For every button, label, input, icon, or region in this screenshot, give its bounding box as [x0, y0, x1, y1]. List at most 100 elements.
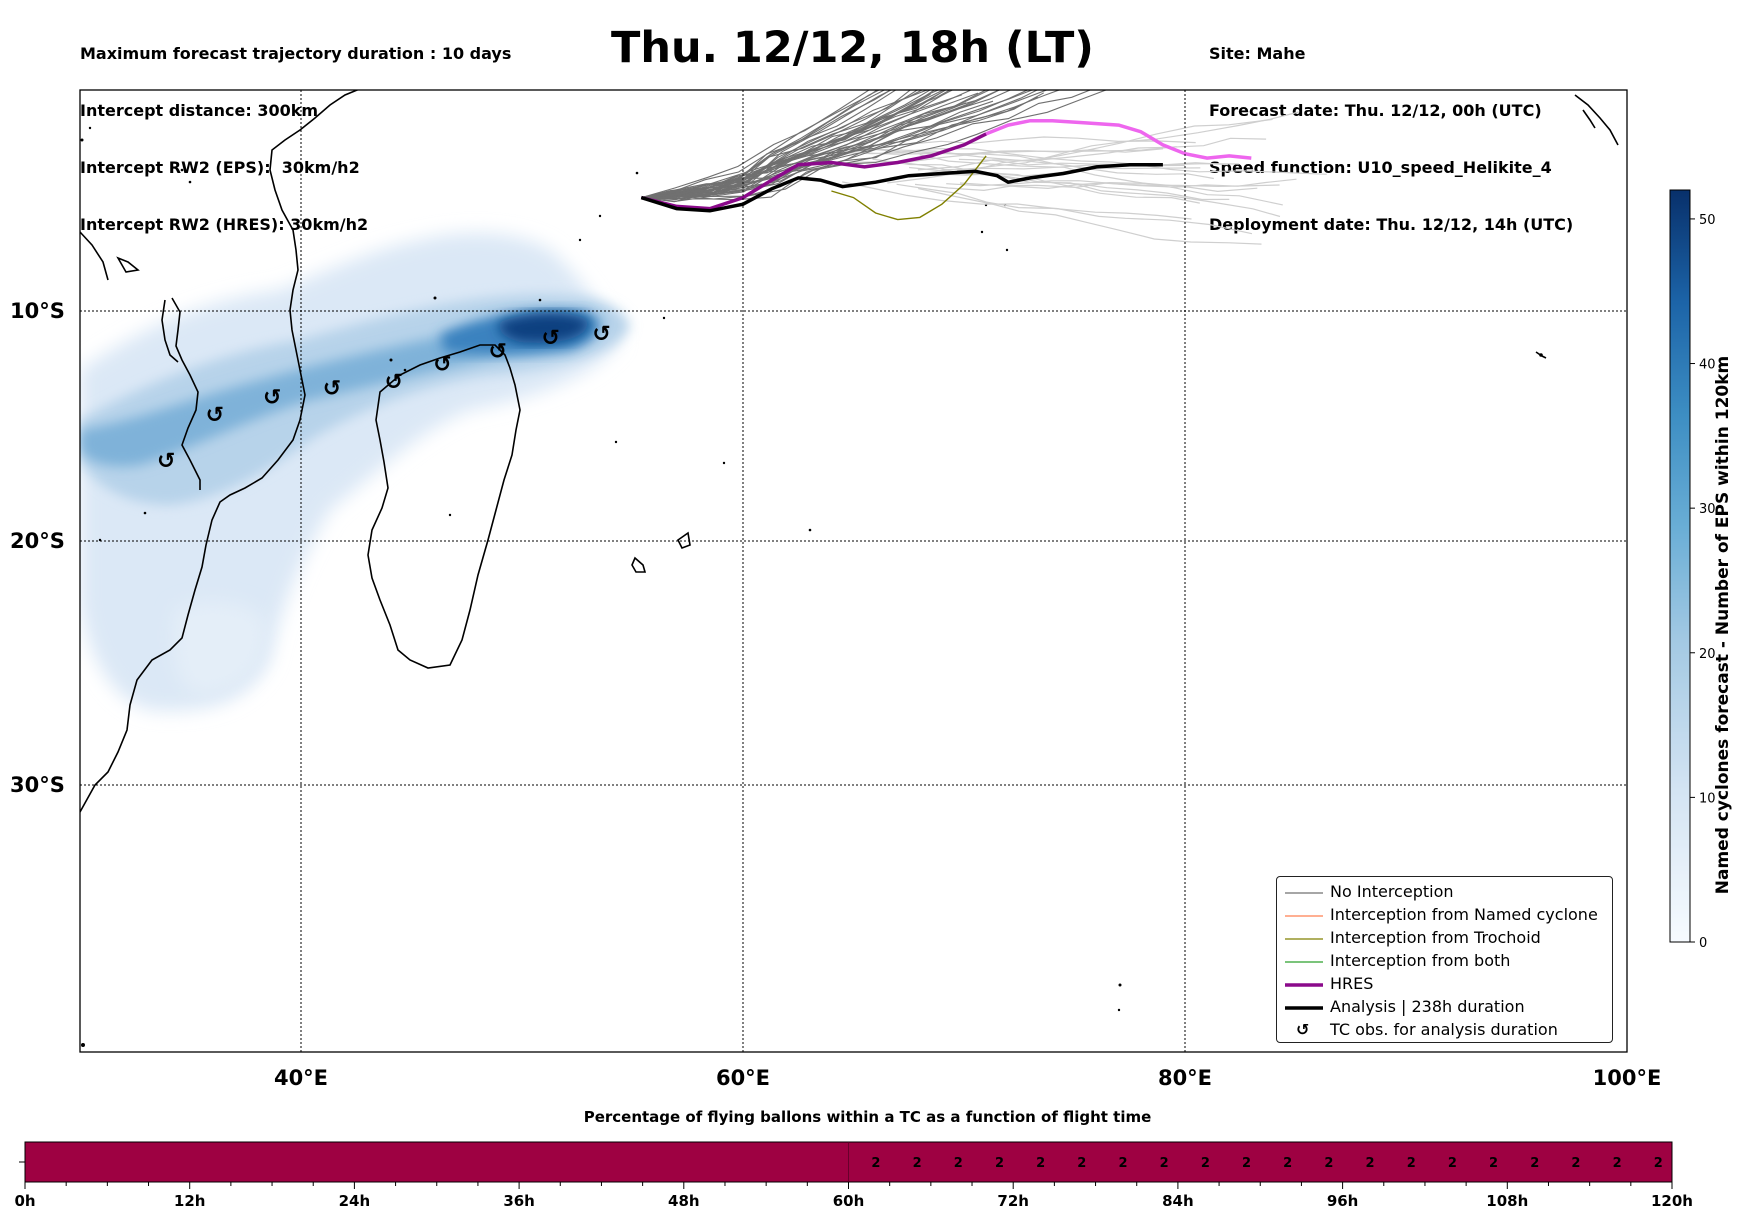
ensemble-track-light — [918, 187, 1262, 245]
colorbar-tick-label: 0 — [1699, 936, 1707, 951]
legend-swatch-no-interception — [1285, 892, 1323, 894]
flight-time-value: 2 — [954, 1156, 963, 1171]
flight-time-tick-label: 96h — [1327, 1192, 1359, 1210]
trajectory-map: ↺↺↺↺↺↺↺↺↺ 10°S 20°S 30°S 40°E 60°E 80°E … — [10, 89, 1716, 1090]
ensemble-track-no-interception — [641, 90, 1001, 199]
flight-time-value: 2 — [1530, 1156, 1539, 1171]
flight-time-value: 2 — [1283, 1156, 1292, 1171]
site-info: Site: Mahe Forecast date: Thu. 12/12, 00… — [1209, 6, 1573, 253]
legend-swatch-hres — [1285, 983, 1323, 987]
legend-item-no-interception: No Interception — [1277, 881, 1612, 904]
flight-time-tick-label: 24h — [339, 1192, 371, 1210]
lat-label-20s: 20°S — [10, 529, 65, 553]
cyclone-icon: ↺ — [323, 377, 341, 402]
ensemble-track-no-interception — [641, 90, 1029, 200]
legend-item-analysis: Analysis | 238h duration — [1277, 996, 1612, 1019]
no-interception-tracks — [641, 90, 1108, 203]
legend-label-both: Interception from both — [1330, 951, 1511, 970]
flight-time-tick-label: 48h — [668, 1192, 700, 1210]
flight-time-tick-label: 12h — [174, 1192, 206, 1210]
hres-track — [640, 132, 987, 211]
lon-label-40e: 40°E — [274, 1066, 328, 1090]
ensemble-track-no-interception — [641, 90, 945, 199]
deployment-date: Deployment date: Thu. 12/12, 14h (UTC) — [1209, 215, 1574, 234]
coastlines — [80, 90, 1619, 813]
legend: No Interception Interception from Named … — [1276, 876, 1613, 1043]
legend-swatch-analysis — [1285, 1006, 1323, 1010]
ensemble-track-light — [914, 181, 1258, 193]
ensemble-track-no-interception — [641, 90, 870, 199]
flight-time-value: 2 — [1036, 1156, 1045, 1171]
ensemble-track-no-interception — [641, 90, 988, 199]
legend-swatch-both — [1285, 961, 1323, 963]
ensemble-track-light — [919, 154, 1283, 206]
legend-label-trochoid: Interception from Trochoid — [1330, 928, 1541, 947]
param-intercept-rw2-eps: Intercept RW2 (EPS): 30km/h2 — [80, 158, 360, 177]
flight-time-tick-label: 108h — [1486, 1192, 1528, 1210]
colorbar-tick-label: 40 — [1699, 358, 1716, 373]
legend-swatch-named-cyclone — [1285, 915, 1323, 917]
flight-time-values: 2 2 2 2 2 2 2 2 2 2 2 2 2 2 2 2 2 2 2 2 — [848, 1142, 1663, 1182]
cyclone-icon: ↺ — [206, 403, 224, 428]
ensemble-track-light — [896, 183, 1253, 235]
run-parameters: Maximum forecast trajectory duration : 1… — [80, 6, 511, 253]
forecast-date: Forecast date: Thu. 12/12, 00h (UTC) — [1209, 101, 1542, 120]
cyclone-icon: ↺ — [592, 322, 610, 347]
cyclone-icon: ↺ — [263, 385, 281, 410]
trochoid-interception-track — [831, 155, 987, 221]
lon-label-60e: 60°E — [716, 1066, 770, 1090]
flight-time-value: 2 — [1366, 1156, 1375, 1171]
legend-item-hres: HRES — [1277, 973, 1612, 996]
flight-time-tick-label: 36h — [503, 1192, 535, 1210]
ensemble-track-light — [959, 178, 1297, 189]
flight-time-value: 2 — [1407, 1156, 1416, 1171]
param-max-duration: Maximum forecast trajectory duration : 1… — [80, 44, 512, 63]
site-name: Site: Mahe — [1209, 44, 1306, 63]
lat-label-10s: 10°S — [10, 299, 65, 323]
cyclone-icon: ↺ — [157, 449, 175, 474]
ensemble-track-light — [832, 151, 1201, 170]
tc-observations: ↺ ↺ ↺ ↺ ↺ ↺ ↺ ↺ ↺ — [157, 322, 611, 474]
page-title: Thu. 12/12, 18h (LT) — [611, 23, 1094, 73]
legend-item-tc-obs: ↺ TC obs. for analysis duration — [1277, 1019, 1612, 1042]
ensemble-track-no-interception — [641, 90, 892, 201]
ensemble-track-no-interception — [641, 90, 973, 199]
flight-time-tick-label: 120h — [1651, 1192, 1693, 1210]
flight-time-tick-label: 60h — [833, 1192, 865, 1210]
legend-label-tc-obs: TC obs. for analysis duration — [1330, 1020, 1558, 1039]
legend-item-trochoid: Interception from Trochoid — [1277, 927, 1612, 950]
late-ensemble-tracks — [832, 111, 1327, 245]
gridlines — [80, 90, 1627, 1052]
flight-time-bar: 2 2 2 2 2 2 2 2 2 2 2 2 2 2 2 2 2 2 2 2 0h 12h 24h 36h 48h 60h 72… — [14, 1141, 1693, 1210]
flight-time-tick-label: 0h — [14, 1192, 35, 1210]
flight-time-value: 2 — [1571, 1156, 1580, 1171]
colorbar-label-text: Named cyclones forecast - Number of EPS … — [1713, 356, 1733, 895]
ensemble-track-light — [842, 181, 1192, 220]
colorbar-tick-label: 30 — [1699, 502, 1716, 517]
colorbar-tick-label: 20 — [1699, 647, 1716, 662]
param-intercept-distance: Intercept distance: 300km — [80, 101, 319, 120]
flight-time-value: 2 — [1242, 1156, 1251, 1171]
cyclone-icon: ↺ — [433, 353, 451, 378]
ensemble-track-no-interception — [641, 90, 1039, 200]
flight-time-tick-label: 84h — [1162, 1192, 1194, 1210]
colorbar-tick-label: 10 — [1699, 791, 1716, 806]
ensemble-track-light — [946, 180, 1280, 188]
colorbar-tick-label: 50 — [1699, 213, 1716, 228]
legend-label-named-cyclone: Interception from Named cyclone — [1330, 905, 1598, 924]
lon-label-80e: 80°E — [1158, 1066, 1212, 1090]
cyclone-density-field — [80, 233, 630, 711]
map-frame — [79, 89, 1628, 1053]
cyclone-icon: ↺ — [385, 370, 403, 395]
legend-item-named-cyclone: Interception from Named cyclone — [1277, 904, 1612, 927]
flight-time-value: 2 — [1160, 1156, 1169, 1171]
legend-label-no-interception: No Interception — [1330, 882, 1454, 901]
param-intercept-rw2-hres: Intercept RW2 (HRES): 30km/h2 — [80, 215, 369, 234]
legend-item-both: Interception from both — [1277, 950, 1612, 973]
hres-late-track — [985, 118, 1252, 160]
flight-time-value: 2 — [871, 1156, 880, 1171]
flight-time-value: 2 — [1118, 1156, 1127, 1171]
legend-swatch-trochoid — [1285, 938, 1323, 940]
flight-time-value: 2 — [1201, 1156, 1210, 1171]
cyclone-icon: ↺ — [542, 326, 560, 351]
